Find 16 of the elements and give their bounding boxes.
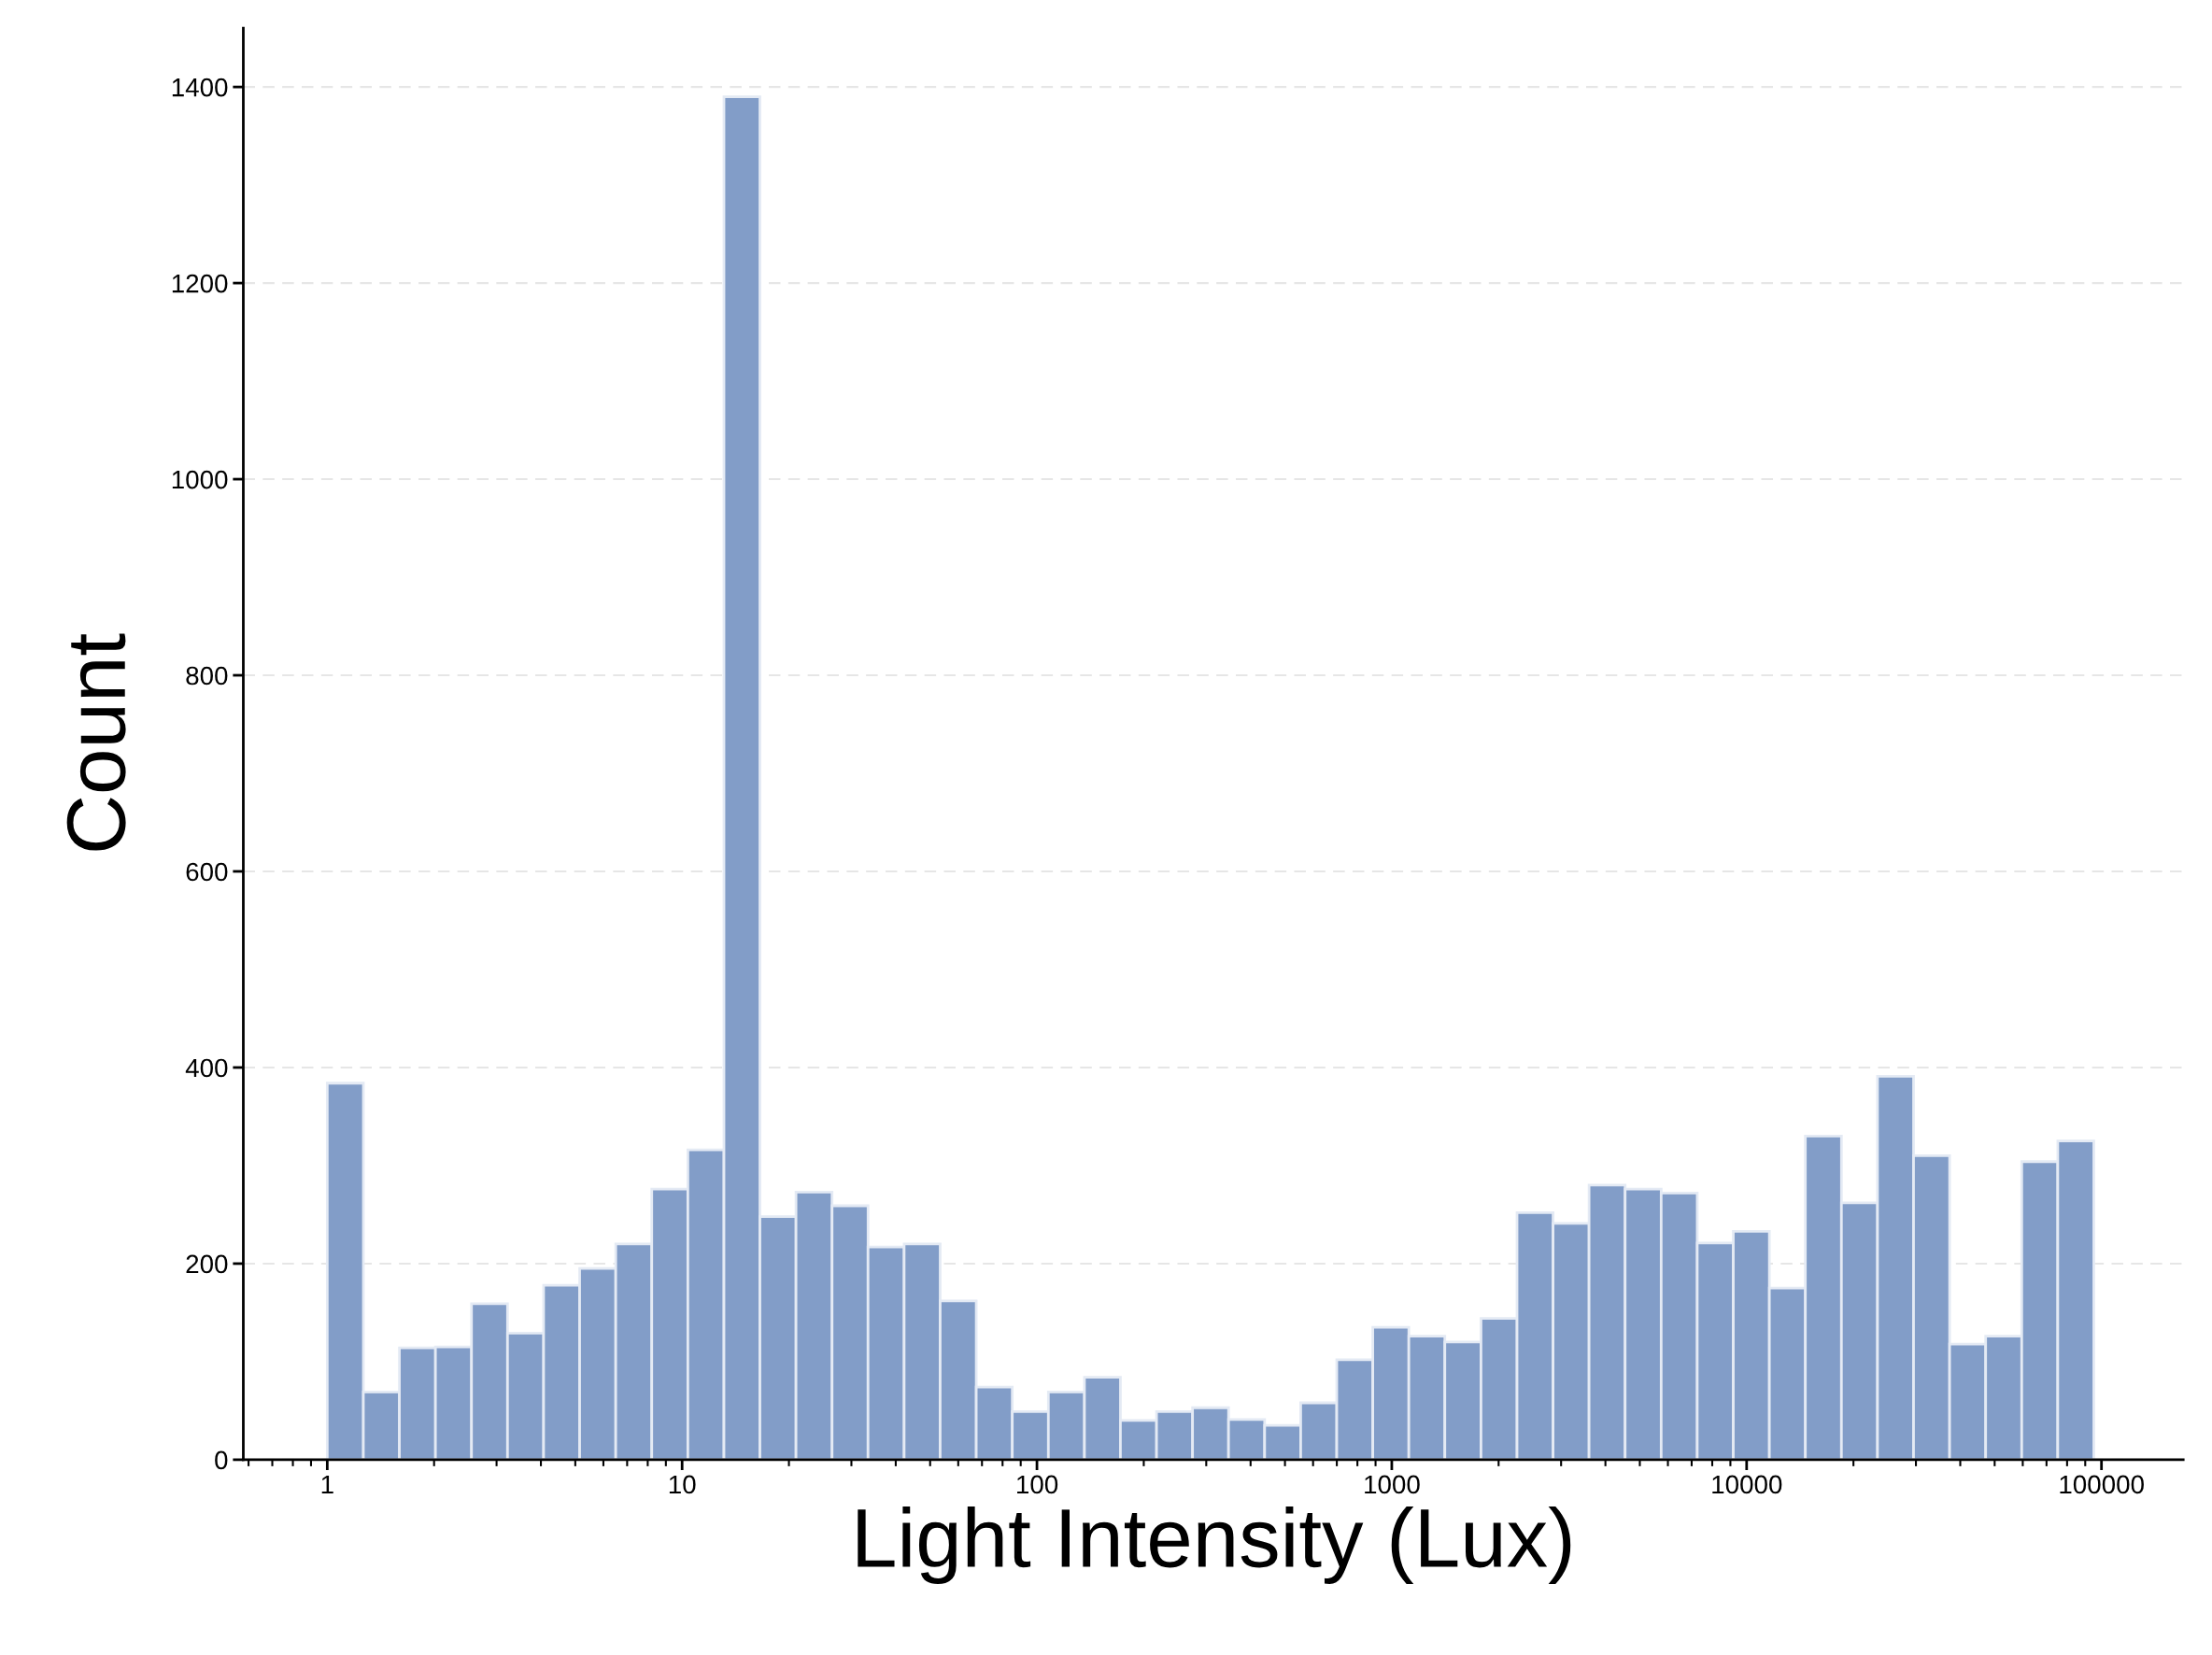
y-tick-label: 0 [215,1450,228,1470]
y-tick-label: 200 [186,1254,228,1274]
y-tick-label: 400 [185,1058,228,1078]
x-tick-label: 10 [669,1475,696,1494]
y-tick-label: 1000 [172,470,228,489]
y-tick-label: 800 [186,666,228,686]
x-tick-label: 10000 [1712,1475,1782,1494]
x-tick-label: 1 [321,1475,333,1494]
x-tick-label: 100 [1017,1475,1058,1494]
y-tick-label: 600 [186,862,228,882]
y-tick-label: 1400 [172,78,228,97]
x-tick-label: 100000 [2060,1475,2144,1494]
x-tick-label: 1000 [1365,1475,1420,1494]
x-axis-title: Light Intensity (Lux) [858,1506,1571,1584]
y-axis-title: Count [66,633,126,851]
y-tick-label: 1200 [172,274,228,293]
